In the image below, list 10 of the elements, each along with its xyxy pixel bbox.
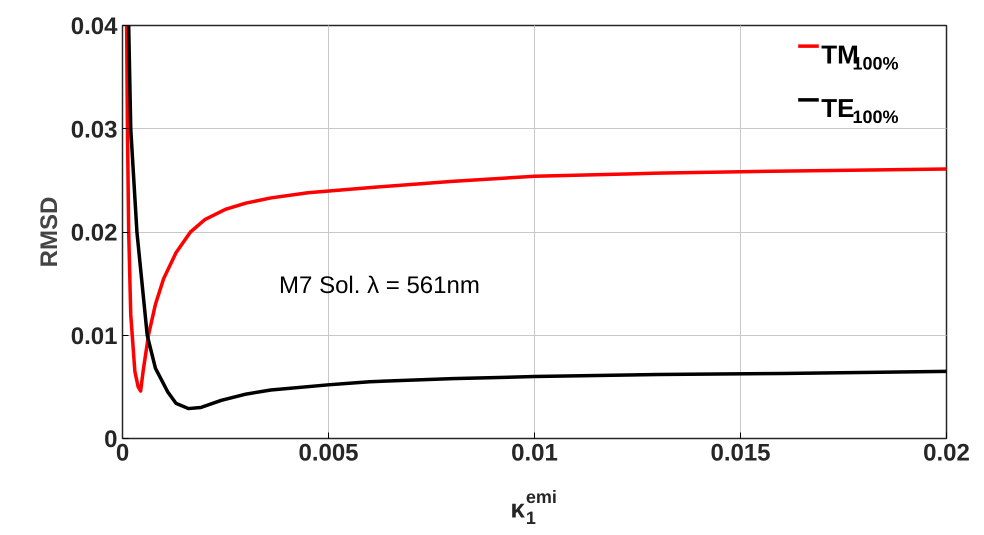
annotation: M7 Sol. λ = 561nm (279, 272, 480, 300)
y-tick-label: 0.04 (70, 13, 118, 40)
x-tick-label: 0.015 (710, 440, 771, 466)
y-tick-label: 0.02 (70, 220, 118, 246)
x-tick-label: 0.01 (511, 440, 558, 466)
y-axis-title: RMSD (36, 196, 63, 268)
y-tick-label: 0.01 (70, 322, 118, 350)
x-tick-label: 0.02 (923, 440, 970, 466)
x-tick-label: 0.005 (298, 440, 359, 466)
y-tick-label: 0.03 (70, 116, 118, 144)
